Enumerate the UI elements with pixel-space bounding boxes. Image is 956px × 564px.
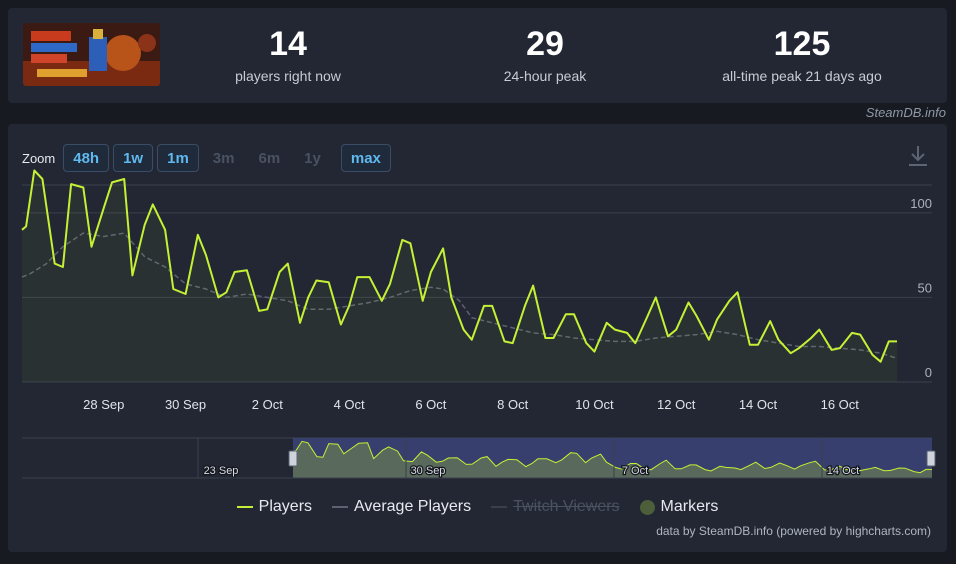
legend-twitch-label: Twitch Viewers <box>513 498 620 515</box>
legend-players-label: Players <box>258 498 313 515</box>
zoom-button-3m[interactable]: 3m <box>212 149 235 167</box>
y-tick-label: 50 <box>918 280 932 295</box>
y-tick-label: 0 <box>925 365 932 380</box>
navigator-series-area <box>293 441 932 478</box>
x-tick-label: 16 Oct <box>821 397 860 412</box>
zoom-label: Zoom <box>22 150 56 166</box>
download-icon[interactable] <box>907 144 929 168</box>
stat-all-time-peak: 125 all-time peak 21 days ago <box>682 24 922 84</box>
players-swatch <box>236 506 253 508</box>
chart-panel: 0 50 100 28 Sep 30 Sep 2 Oct 4 Oct 6 Oct 8 Oct 10… <box>8 124 947 552</box>
x-tick-label: 30 Sep <box>165 397 206 412</box>
x-tick-label: 8 Oct <box>497 397 528 412</box>
series-players <box>21 169 897 363</box>
navigator-selection <box>293 438 932 478</box>
game-thumbnail[interactable] <box>23 23 160 86</box>
navigator-label: 14 Oct <box>827 465 859 477</box>
navigator-series-line <box>292 440 932 474</box>
navigator-label: 30 Sep <box>411 465 446 477</box>
peak-24h-value: 29 <box>526 25 564 63</box>
zoom-button-48h[interactable]: 48h <box>63 144 110 172</box>
all-time-peak-value: 125 <box>773 25 831 63</box>
current-players-label: players right now <box>235 68 341 84</box>
x-tick-label: 28 Sep <box>83 397 124 412</box>
average-swatch <box>332 506 349 508</box>
navigator-right-handle[interactable] <box>926 450 936 467</box>
zoom-button-max[interactable]: max <box>340 144 391 172</box>
series-players-area <box>22 170 897 382</box>
current-players-value: 14 <box>269 25 307 63</box>
legend-average-label: Average Players <box>354 498 472 515</box>
legend-average-players[interactable]: Average Players <box>332 498 471 516</box>
legend-players[interactable]: Players <box>236 498 313 516</box>
legend-markers-label: Markers <box>660 498 719 515</box>
x-tick-label: 2 Oct <box>252 397 283 412</box>
stat-current-players: 14 players right now <box>168 24 408 84</box>
steamdb-credit[interactable]: SteamDB.info <box>865 105 946 120</box>
y-tick-label: 100 <box>910 196 932 211</box>
zoom-button-1w[interactable]: 1w <box>113 144 154 172</box>
stats-panel: 14 players right now 29 24-hour peak 125… <box>8 8 947 103</box>
x-tick-label: 6 Oct <box>415 397 446 412</box>
x-tick-label: 14 Oct <box>739 397 778 412</box>
twitch-swatch <box>491 506 508 508</box>
x-tick-label: 12 Oct <box>657 397 696 412</box>
zoom-button-1m[interactable]: 1m <box>157 144 199 172</box>
zoom-button-1y[interactable]: 1y <box>304 149 321 167</box>
navigator-left-handle[interactable] <box>288 450 298 467</box>
player-chart[interactable]: 0 50 100 28 Sep 30 Sep 2 Oct 4 Oct 6 Oct 8 Oct 10… <box>8 124 947 552</box>
zoom-controls: Zoom 48h 1w 1m 3m 6m 1y max <box>22 144 395 172</box>
x-tick-label: 10 Oct <box>575 397 614 412</box>
peak-24h-label: 24-hour peak <box>503 68 587 84</box>
markers-swatch <box>639 499 655 515</box>
stat-24h-peak: 29 24-hour peak <box>425 24 665 84</box>
legend-markers[interactable]: Markers <box>639 498 719 516</box>
navigator-label: 23 Sep <box>204 465 239 477</box>
zoom-button-6m[interactable]: 6m <box>258 149 281 167</box>
powered-by-credit[interactable]: data by SteamDB.info (powered by highcha… <box>656 524 931 538</box>
navigator-label: 7 Oct <box>622 465 648 477</box>
all-time-peak-label: all-time peak 21 days ago <box>722 68 882 84</box>
legend-twitch-viewers[interactable]: Twitch Viewers <box>491 498 620 516</box>
x-tick-label: 4 Oct <box>334 397 365 412</box>
chart-legend: Players Average Players Twitch Viewers M… <box>8 498 947 516</box>
